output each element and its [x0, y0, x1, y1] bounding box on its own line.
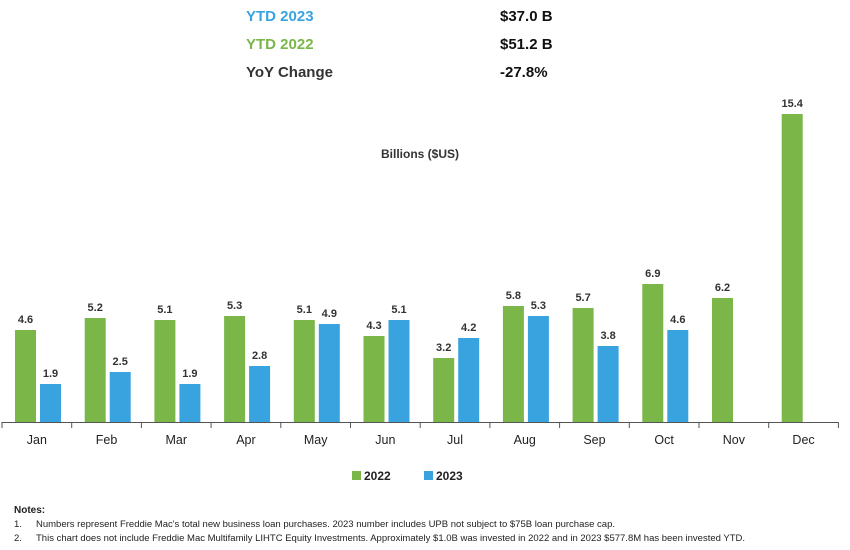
- summary-row-ytd-2023: YTD 2023 $37.0 B: [246, 6, 646, 34]
- note-item-2: 2. This chart does not include Freddie Ma…: [14, 532, 745, 546]
- notes-title: Notes:: [14, 505, 46, 516]
- bar-2023-aug: [527, 316, 549, 422]
- bar-2022-apr: [224, 316, 246, 422]
- note-item-1: 1. Numbers represent Freddie Mac's total …: [14, 518, 745, 532]
- x-tick-label-may: May: [304, 433, 328, 447]
- data-label: 5.8: [506, 290, 521, 302]
- x-tick-label-nov: Nov: [723, 433, 746, 447]
- bar-2023-jan: [40, 384, 61, 422]
- data-label: 6.2: [715, 282, 730, 294]
- x-tick-label-sep: Sep: [583, 433, 605, 447]
- x-tick-label-aug: Aug: [514, 433, 536, 447]
- data-label: 3.8: [600, 330, 615, 342]
- bar-2023-feb: [109, 372, 131, 422]
- monthly-purchases-bar-chart: Billions ($US) 4.6 5.2 5.1 5.3 5.1 4.3 3.2 5.8 5.…: [1, 98, 839, 483]
- legend-label-2023: 2023: [436, 469, 463, 483]
- x-tick-label-oct: Oct: [654, 433, 674, 447]
- bar-2022-jun: [363, 336, 385, 422]
- ytd-summary: YTD 2023 $37.0 B YTD 2022 $51.2 B YoY Ch…: [246, 6, 646, 90]
- summary-label: YoY Change: [246, 64, 333, 81]
- data-label: 4.3: [366, 320, 381, 332]
- bar-2023-sep: [597, 346, 619, 422]
- bar-2022-jan: [15, 330, 36, 422]
- bar-2023-jul: [458, 338, 480, 422]
- legend-label-2022: 2022: [364, 469, 391, 483]
- notes-section: Notes: 1. Numbers represent Freddie Mac's…: [14, 504, 745, 546]
- bar-2022-aug: [502, 306, 524, 422]
- bar-2022-sep: [572, 308, 594, 422]
- summary-label: YTD 2022: [246, 36, 314, 53]
- bar-2022-nov: [712, 298, 733, 422]
- note-number: 2.: [14, 533, 22, 544]
- data-label: 5.1: [297, 304, 312, 316]
- bar-2022-may: [293, 320, 315, 422]
- legend-swatch-2023: [424, 471, 433, 480]
- bar-2023-oct: [667, 330, 689, 422]
- data-label: 3.2: [436, 342, 451, 354]
- x-tick-label-jan: Jan: [27, 433, 47, 447]
- summary-value: $51.2 B: [500, 36, 553, 53]
- summary-value: $37.0 B: [500, 8, 553, 25]
- note-text: This chart does not include Freddie Mac …: [36, 533, 746, 544]
- bar-2022-jul: [433, 358, 455, 422]
- summary-row-yoy-change: YoY Change -27.8%: [246, 62, 646, 90]
- data-label: 6.9: [645, 268, 660, 280]
- data-label: 5.1: [157, 304, 172, 316]
- data-label: 4.6: [18, 314, 33, 326]
- x-tick-label-apr: Apr: [236, 433, 255, 447]
- data-label: 5.2: [88, 302, 103, 314]
- note-text: Numbers represent Freddie Mac's total ne…: [36, 519, 615, 530]
- x-tick-label-feb: Feb: [96, 433, 118, 447]
- bar-2022-feb: [84, 318, 106, 422]
- x-tick-label-dec: Dec: [792, 433, 814, 447]
- data-label: 5.1: [391, 304, 406, 316]
- bar-2022-dec: [781, 114, 803, 422]
- x-tick-label-jul: Jul: [447, 433, 463, 447]
- note-number: 1.: [14, 519, 22, 530]
- y-axis-label: Billions ($US): [381, 147, 459, 161]
- data-label: 1.9: [182, 368, 197, 380]
- data-label: 2.5: [113, 356, 128, 368]
- bar-2022-oct: [642, 284, 664, 422]
- x-tick-label-jun: Jun: [375, 433, 395, 447]
- bar-2022-mar: [154, 320, 176, 422]
- data-label: 4.6: [670, 314, 685, 326]
- x-tick-label-mar: Mar: [165, 433, 187, 447]
- data-label: 5.7: [575, 292, 590, 304]
- data-label: 1.9: [43, 368, 58, 380]
- bar-2023-mar: [179, 384, 201, 422]
- data-label: 5.3: [531, 300, 546, 312]
- data-label: 2.8: [252, 350, 267, 362]
- data-label: 15.4: [781, 98, 803, 110]
- data-label: 4.2: [461, 322, 476, 334]
- bar-2023-jun: [388, 320, 410, 422]
- summary-label: YTD 2023: [246, 8, 314, 25]
- summary-value: -27.8%: [500, 64, 548, 81]
- data-label: 5.3: [227, 300, 242, 312]
- bar-2023-may: [318, 324, 340, 422]
- data-label: 4.9: [322, 308, 337, 320]
- summary-row-ytd-2022: YTD 2022 $51.2 B: [246, 34, 646, 62]
- bar-2023-apr: [249, 366, 271, 422]
- legend-swatch-2022: [352, 471, 361, 480]
